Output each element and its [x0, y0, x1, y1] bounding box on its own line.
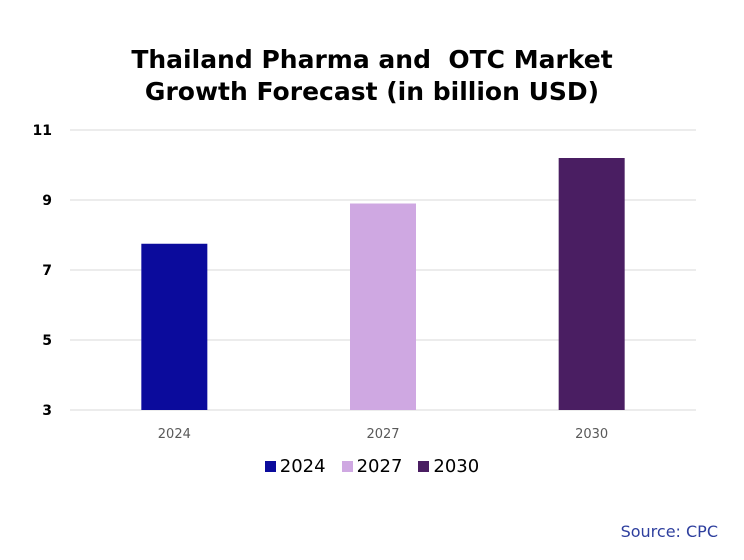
- y-tick-label: 9: [42, 193, 52, 209]
- bar-2027: [350, 203, 416, 410]
- legend-item: 2024: [264, 456, 326, 477]
- chart-title-line-2: Growth Forecast (in billion USD): [144, 77, 600, 106]
- legend-item: 2030: [418, 456, 479, 477]
- bars: [141, 158, 625, 410]
- bar-2024: [141, 243, 208, 410]
- legend-swatch: [341, 461, 353, 472]
- x-tick-label: 2027: [366, 427, 399, 442]
- x-tick-label: 2030: [575, 427, 608, 442]
- x-tick-label: 2024: [158, 427, 191, 442]
- x-axis-ticks: 2024 2027 2030: [158, 427, 608, 442]
- chart-title: Thailand Pharma and OTC Market Growth Fo…: [0, 44, 744, 108]
- legend-label: 2030: [433, 456, 480, 477]
- legend-label: 2024: [279, 456, 326, 477]
- legend-label: 2027: [356, 456, 403, 477]
- y-tick-label: 7: [42, 263, 52, 279]
- y-tick-label: 5: [42, 333, 52, 349]
- legend-swatch: [264, 461, 276, 472]
- bar-2030: [558, 158, 625, 410]
- legend-swatch: [418, 461, 430, 472]
- y-tick-label: 3: [42, 403, 52, 419]
- chart-title-line-1: Thailand Pharma and OTC Market: [131, 45, 613, 74]
- legend: 2024 2027 2030: [0, 456, 744, 477]
- y-tick-label: 11: [33, 123, 52, 139]
- y-axis-ticks: 3 5 7 9 11: [33, 123, 52, 419]
- source-note: Source: CPC: [620, 522, 718, 541]
- legend-item: 2027: [341, 456, 403, 477]
